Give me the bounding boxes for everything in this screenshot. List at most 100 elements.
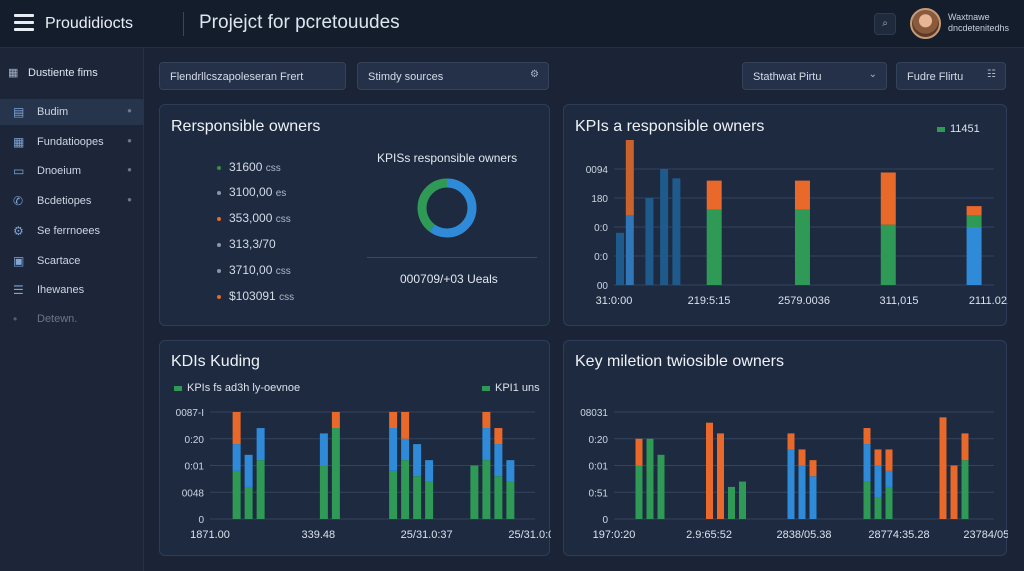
kpi-value: 313,3/70 [229, 237, 276, 251]
x-tick-label: 31:0:00 [596, 295, 633, 307]
user-name[interactable]: Waxtnawe dncdetenitedhs [948, 12, 1009, 34]
kpi-value: 3100,00 [229, 185, 273, 199]
milestone-bar-chart: 08031 0:20 0:01 0:51 0 197:0:20 2.9:65:52 2838/… [580, 408, 1008, 541]
y-tick-label: 08031 [580, 408, 608, 419]
bar-segment [809, 476, 817, 519]
sidebar-item-fundatioopes[interactable]: ▦ Fundatioopes ● [0, 129, 144, 155]
kpi-unit: css [275, 214, 291, 225]
settings-icon: • [13, 312, 18, 326]
bar-segment [319, 465, 328, 519]
bar [672, 178, 681, 285]
bar-segment [232, 444, 241, 471]
dashboard-icon: ▦ [8, 67, 19, 79]
bar [706, 180, 722, 210]
search-icon[interactable]: ⌕ [874, 13, 896, 35]
bar-segment [635, 465, 643, 519]
bar [645, 198, 654, 285]
legend-swatch [482, 385, 490, 391]
x-tick-label: 2.9:65:52 [686, 529, 732, 541]
bar-segment [331, 412, 340, 429]
legend-swatch [937, 126, 945, 132]
avatar[interactable] [910, 8, 941, 39]
sidebar-item-se-ferrnoees[interactable]: ⚙ Se ferrnoees [0, 218, 144, 244]
bar-segment [425, 460, 434, 482]
bar-segment [494, 428, 503, 445]
y-tick-label: 0:20 [185, 435, 205, 446]
chevron-down-icon: ⌄ [868, 69, 877, 80]
kpi-unit: css [265, 163, 281, 174]
menu-icon[interactable] [14, 14, 34, 32]
bar-segment [635, 438, 643, 466]
filter-dropdown-2[interactable]: Stimdy sources ⚙ [357, 62, 549, 90]
filter-dropdown-4[interactable]: Fudre Flirtu ☷ [896, 62, 1006, 90]
sidebar-title: ▦ Dustiente fims [8, 66, 98, 79]
donut-caption: 000709/+03 Ueals [400, 272, 498, 286]
y-tick-label: 0:20 [589, 435, 609, 446]
x-tick-label: 1871.00 [190, 529, 230, 541]
sidebar-item-label: Scartace [37, 255, 81, 267]
bar-segment [389, 470, 398, 519]
bullet-icon [217, 190, 221, 195]
legend-label: 11451 [950, 123, 980, 135]
bar-segment [798, 449, 806, 466]
kpi-row: 3100,00 es [217, 185, 286, 199]
bar [625, 215, 634, 285]
legend-swatch [174, 385, 182, 391]
sidebar-item-label: Fundatioopes [37, 136, 104, 148]
panel-title: Key miletion twiosible owners [575, 353, 784, 370]
chart-legend: KPIs fs ad3h ly-oevnoe [174, 382, 300, 394]
sidebar-item-detewn[interactable]: • Detewn. [0, 306, 144, 332]
bar-segment [885, 470, 893, 487]
bar-segment [470, 465, 479, 519]
bar-segment [728, 486, 735, 519]
bar-segment [787, 449, 795, 519]
sidebar-item-label: Budim [37, 106, 69, 118]
gear-icon: ⚙ [530, 69, 539, 80]
dot-icon: ● [127, 106, 132, 115]
bar-segment [717, 433, 724, 519]
bar-segment [706, 422, 713, 519]
bar-segment [961, 433, 969, 461]
sidebar-item-scartace[interactable]: ▣ Scartace [0, 248, 144, 274]
donut-chart [417, 178, 477, 238]
bar-segment [961, 460, 969, 519]
user-name-line1: Waxtnawe [948, 12, 990, 22]
bar-segment [646, 438, 654, 519]
bar-segment [232, 470, 241, 519]
y-tick-label: 0:0 [594, 223, 608, 234]
bullet-icon [217, 216, 221, 221]
bar-segment [863, 428, 871, 445]
sidebar-title-label: Dustiente fims [28, 67, 98, 79]
bar [880, 224, 896, 285]
bar-segment [401, 412, 410, 439]
bar-segment [389, 412, 398, 429]
bar-segment [482, 412, 491, 429]
bar-segment [413, 476, 422, 519]
bar-segment [494, 444, 503, 477]
y-tick-label: 0048 [182, 488, 205, 499]
funding-bar-chart: 0087-I 0:20 0:01 0048 0 1871.00 339.48 25/31.0:… [176, 408, 551, 541]
grid-icon: ▦ [13, 135, 25, 149]
y-tick-label: 0094 [586, 165, 609, 176]
dot-icon: ● [127, 136, 132, 145]
x-tick-label: 197:0:20 [593, 529, 636, 541]
kpi-row: 3710,00 css [217, 263, 291, 277]
sidebar-item-bcdetiopes[interactable]: ✆ Bcdetiopes ● [0, 188, 144, 214]
y-tick-label: 0 [198, 515, 204, 526]
sidebar-item-ihewanes[interactable]: ☰ Ihewanes [0, 277, 144, 303]
filter-dropdown-1[interactable]: Flendrllcszapoleseran Frert [159, 62, 346, 90]
bar-segment [256, 428, 265, 461]
bar-segment [401, 460, 410, 519]
x-tick-label: 23784/05.28 [963, 529, 1008, 541]
sidebar-item-dnoeium[interactable]: ▭ Dnoeium ● [0, 158, 144, 184]
panel-title: KDIs Kuding [171, 353, 260, 370]
bar-segment [506, 481, 515, 519]
bar [706, 209, 722, 285]
sidebar-item-budim[interactable]: ▤ Budim ● [0, 99, 144, 125]
kpi-row: 31600 css [217, 160, 281, 174]
y-tick-label: 0:51 [589, 488, 609, 499]
sidebar-item-label: Detewn. [37, 313, 78, 325]
bar-segment [389, 428, 398, 471]
filter-dropdown-3[interactable]: Stathwat Pirtu ⌄ [742, 62, 887, 90]
y-tick-label: 0087-I [176, 408, 204, 419]
